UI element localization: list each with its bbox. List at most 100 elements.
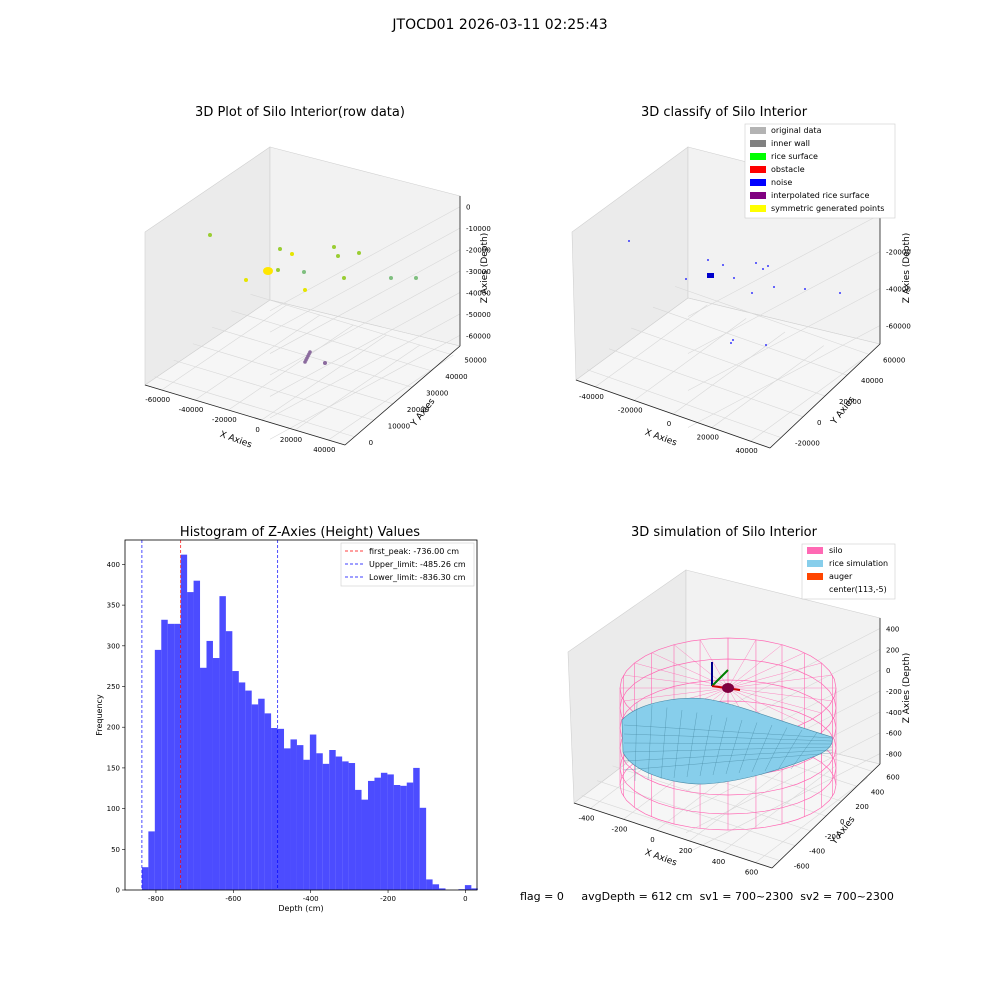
raw-point <box>276 268 280 272</box>
raw-point-cluster <box>263 267 273 275</box>
status-footer: flag = 0 avgDepth = 612 cm sv1 = 700~230… <box>520 890 894 903</box>
histogram-bar <box>335 756 343 890</box>
histogram-bar <box>232 671 239 890</box>
x-tick-label: -200 <box>380 895 396 903</box>
raw-point <box>244 278 248 282</box>
rice-mesh-line <box>725 719 743 775</box>
y-tick-label: 0 <box>840 818 844 826</box>
silo-spoke <box>727 644 783 689</box>
x-tick-label: 600 <box>745 869 758 877</box>
legend-swatch <box>750 153 766 160</box>
raw-point <box>336 254 340 258</box>
raw-point <box>302 270 306 274</box>
raw-point <box>323 361 327 365</box>
histogram-bar <box>245 690 252 890</box>
legend-label: obstacle <box>771 165 805 174</box>
silo-spoke <box>727 639 757 689</box>
histogram-bar <box>174 623 181 890</box>
histogram-bar <box>348 763 356 890</box>
noise-point <box>707 259 709 261</box>
gridline-z <box>685 732 881 833</box>
x-tick-label: -600 <box>225 895 241 903</box>
gridline-x <box>294 344 421 431</box>
y-tick-label: -20000 <box>795 440 820 448</box>
noise-cluster <box>707 273 714 278</box>
rice-mesh-line <box>623 724 833 739</box>
gridline-z <box>269 292 461 397</box>
rice-mesh-line <box>751 724 773 773</box>
histogram-legend: first_peak: -736.00 cm Upper_limit: -485.… <box>340 542 475 587</box>
panel2-ticks: -40000 -20000 0 20000 40000 -20000 0 20000 40000… <box>579 212 911 456</box>
z-tick-label: -20000 <box>466 247 491 255</box>
noise-point <box>773 286 775 288</box>
y-tick-label: 20000 <box>839 398 861 406</box>
histogram-bar <box>374 777 381 890</box>
z-tick-label: 200 <box>886 646 899 654</box>
noise-point <box>732 339 734 341</box>
silo-spoke <box>623 674 729 689</box>
x-tick-label: 0 <box>463 895 467 903</box>
footer-sv2: sv2 = 700~2300 <box>800 890 894 903</box>
histogram-bar <box>193 580 201 890</box>
raw-point <box>357 251 361 255</box>
gridline-y <box>581 795 780 861</box>
histogram-bar <box>406 782 414 890</box>
gridline-y <box>154 376 355 438</box>
x-tick-label: -800 <box>148 895 164 903</box>
legend-label: rice surface <box>771 152 818 161</box>
noise-point <box>762 268 764 270</box>
z-tick-label: -200 <box>886 688 902 696</box>
legend-label: rice simulation <box>829 559 888 568</box>
rice-mesh-line <box>738 722 758 774</box>
x-tick-label: 40000 <box>735 447 757 455</box>
histogram-bar <box>380 772 388 890</box>
histogram-bar <box>161 619 168 890</box>
x-tick-label: 40000 <box>313 446 335 454</box>
rice-mesh-line <box>777 729 803 771</box>
histogram-bar <box>219 596 226 890</box>
panel4-title: 3D simulation of Silo Interior <box>631 525 818 540</box>
panel1-points <box>208 233 418 365</box>
legend-swatch <box>807 573 823 580</box>
histogram-bar <box>277 728 285 890</box>
histogram-bar <box>141 867 149 890</box>
legend-swatch <box>750 166 766 173</box>
legend-label: silo <box>829 546 843 555</box>
legend-swatch <box>750 127 766 134</box>
y-tick-label: 600 <box>886 773 899 781</box>
panel1-ticks: -60000 -40000 -20000 0 20000 40000 0 10000 20000… <box>145 204 491 454</box>
gridline-z <box>687 288 881 391</box>
gridline-y <box>630 327 826 397</box>
rice-mesh-line <box>686 712 698 778</box>
noise-point <box>767 265 769 267</box>
gridline-x <box>194 314 321 401</box>
x-tick-label: -400 <box>579 814 595 822</box>
panel4-legend: silo rice simulation auger center(113,-5) <box>801 543 896 600</box>
footer-sv1: sv1 = 700~2300 <box>699 890 794 903</box>
legend-label: first_peak: -736.00 cm <box>369 547 459 556</box>
histogram-bar <box>419 807 427 890</box>
rice-mesh-line <box>634 702 638 782</box>
panel4-zlabel: Z Axies (Depth) <box>902 653 912 724</box>
x-tick-label: -400 <box>303 895 319 903</box>
x-tick-label: 400 <box>712 858 725 866</box>
histogram-bar <box>316 753 323 890</box>
z-tick-label: -50000 <box>466 311 491 319</box>
gridline-y <box>173 359 374 421</box>
silo-spoke <box>699 639 729 689</box>
x-tick-label: -20000 <box>618 406 643 414</box>
legend-label: Upper_limit: -485.26 cm <box>369 560 466 569</box>
panel2-xlabel: X Axies <box>643 428 678 449</box>
gridline-y <box>586 369 782 438</box>
silo-spoke <box>727 687 822 714</box>
panel4-x-axis <box>573 802 773 869</box>
histogram-reference-lines <box>141 540 279 890</box>
histogram-xlabel: Depth (cm) <box>278 904 323 913</box>
gridline-x <box>595 304 708 388</box>
gridline-x <box>689 755 802 842</box>
noise-point <box>685 278 687 280</box>
gridline-x <box>750 358 863 442</box>
figure-suptitle: JTOCD01 2026-03-11 02:25:43 <box>392 17 608 33</box>
raw-point <box>208 233 212 237</box>
x-tick-label: 0 <box>650 836 654 844</box>
